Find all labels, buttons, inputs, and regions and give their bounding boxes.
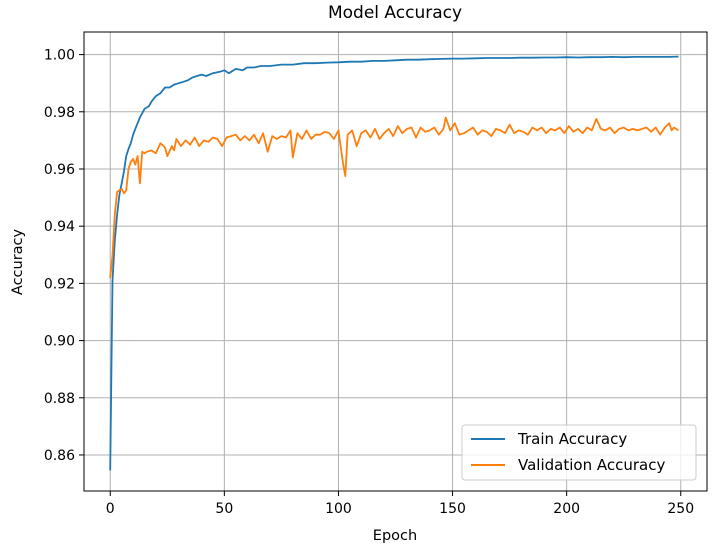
- axis-ticks: 0 50 100 150 200 250 0.86 0.88 0.90 0.92 0.94 0.96 0…: [44, 48, 694, 517]
- plot-frame: [83, 31, 708, 492]
- legend-label-train: Train Accuracy: [517, 430, 627, 448]
- y-tick-label: 0.98: [44, 105, 75, 121]
- legend-label-validation: Validation Accuracy: [518, 456, 665, 474]
- y-tick-label: 0.94: [44, 219, 75, 235]
- x-tick-label: 200: [553, 501, 580, 517]
- legend-box: [461, 424, 697, 481]
- x-tick-label: 250: [667, 501, 694, 517]
- y-tick-label: 0.92: [44, 276, 75, 292]
- validation-accuracy-line: [109, 116, 679, 279]
- train-accuracy-line: [109, 55, 679, 471]
- y-axis-label: Accuracy: [10, 228, 26, 295]
- y-tick-label: 0.96: [44, 162, 75, 178]
- x-axis-label: Epoch: [373, 528, 417, 544]
- x-tick-label: 50: [215, 501, 233, 517]
- legend: Train Accuracy Validation Accuracy: [461, 424, 697, 481]
- chart-title: Model Accuracy: [328, 3, 462, 23]
- series-lines: [109, 55, 679, 471]
- y-tick-label: 0.88: [44, 391, 75, 407]
- grid-lines: [84, 32, 707, 491]
- y-tick-label: 0.90: [44, 334, 75, 350]
- y-tick-label: 0.86: [44, 448, 75, 464]
- y-tick-label: 1.00: [44, 48, 75, 64]
- x-tick-label: 150: [439, 501, 466, 517]
- x-tick-label: 100: [325, 501, 352, 517]
- x-tick-label: 0: [106, 501, 115, 517]
